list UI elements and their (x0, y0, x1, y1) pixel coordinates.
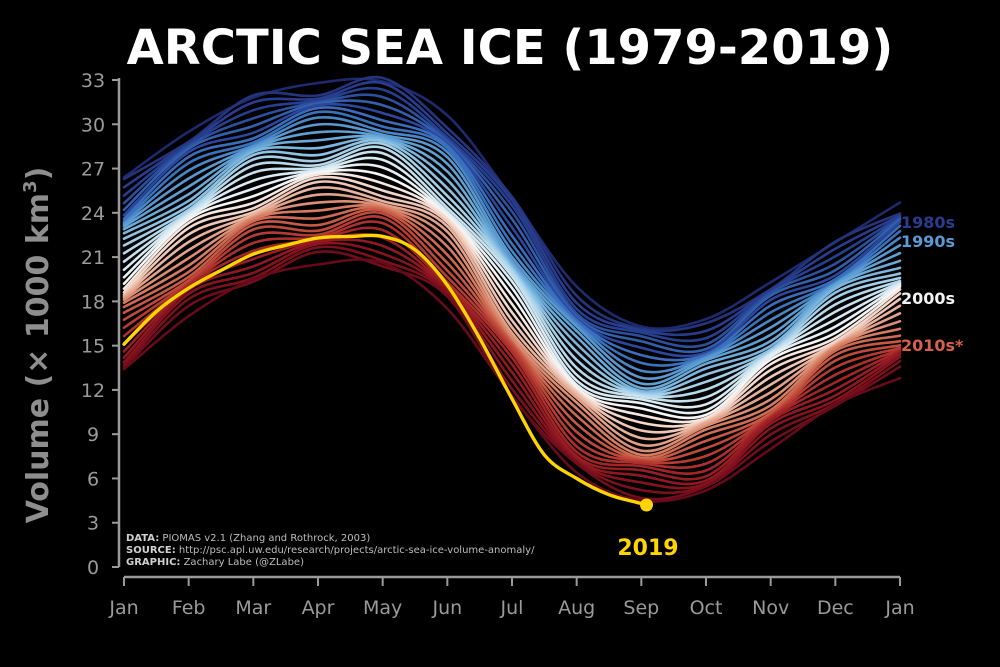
x-tick-label: May (363, 597, 402, 619)
series-line-2014 (122, 238, 902, 486)
legend-item: 2000s (901, 289, 955, 308)
legend-item: 1980s (901, 213, 955, 232)
credit-line: GRAPHIC: Zachary Labe (@ZLabe) (126, 557, 304, 568)
y-axis-label-suffix: ) (21, 167, 56, 181)
highlight-year-label: 2019 (617, 536, 678, 561)
credit-key: GRAPHIC: (126, 557, 180, 568)
credit-text: Zachary Labe (@ZLabe) (180, 557, 304, 568)
series-line-2012 (122, 226, 902, 475)
x-tick-label: Mar (235, 597, 271, 619)
y-tick-label: 6 (87, 468, 99, 490)
y-tick-label: 15 (81, 336, 105, 358)
x-tick-label: Sep (623, 597, 659, 619)
x-tick-label: Dec (817, 597, 854, 619)
credit-line: DATA: PIOMAS v2.1 (Zhang and Rothrock, 2… (126, 533, 370, 544)
y-axis-label: Volume (× 1000 km3) (20, 167, 56, 524)
y-tick-label: 30 (81, 114, 105, 136)
x-axis: Jan Feb Mar Apr May Jun Jul Aug Sep Oct Nov Dec Jan (108, 575, 915, 619)
y-tick-label: 27 (81, 159, 105, 181)
credit-text: PIOMAS v2.1 (Zhang and Rothrock, 2003) (159, 533, 370, 544)
y-tick-label: 9 (87, 424, 99, 446)
series-line-1984 (122, 99, 902, 354)
x-tick-label: Jan (884, 597, 914, 619)
x-tick-label: Feb (172, 597, 206, 619)
y-axis-label-sup: 3 (20, 180, 41, 193)
series-line-1985 (122, 102, 902, 358)
series-line-1987 (122, 110, 902, 367)
credit-text: http://psc.apl.uw.edu/research/projects/… (176, 545, 535, 556)
credit-key: DATA: (126, 533, 159, 544)
chart-title: ARCTIC SEA ICE (1979-2019) (127, 20, 894, 76)
x-tick-label: Jul (500, 597, 524, 619)
x-tick-label: Nov (752, 597, 789, 619)
series-line-2013 (122, 232, 902, 481)
y-tick-label: 0 (87, 557, 99, 579)
y-axis-label-number: 1000 km (21, 193, 56, 349)
series-line-1999 (122, 168, 902, 420)
y-axis: 0 3 6 9 12 15 18 21 24 27 30 33 (81, 70, 121, 579)
series-line-2019 (122, 233, 649, 507)
series-line-2001 (122, 175, 902, 428)
series-2019-endpoint (640, 498, 654, 512)
credit-key: SOURCE: (126, 545, 176, 556)
series-line-2000 (122, 172, 902, 424)
legend-item: 1990s (901, 232, 955, 251)
series-line-1988 (122, 115, 902, 374)
x-tick-label: Jan (108, 597, 138, 619)
x-tick-label: Apr (302, 597, 335, 619)
series-line-1983 (122, 93, 902, 349)
y-tick-label: 24 (81, 203, 105, 225)
series-line-1982 (122, 86, 902, 343)
y-tick-label: 21 (81, 247, 105, 269)
legend-item: 2010s* (901, 336, 964, 355)
series-group (122, 75, 902, 503)
y-axis-label-prefix: Volume ( (21, 374, 56, 524)
y-tick-label: 3 (87, 513, 99, 535)
y-tick-label: 18 (81, 291, 105, 313)
x-tick-label: Aug (558, 597, 595, 619)
y-axis-label-times: × (21, 349, 56, 374)
x-tick-label: Jun (431, 597, 462, 619)
y-tick-label: 12 (81, 380, 105, 402)
y-tick-label: 33 (81, 70, 105, 92)
series-line-1986 (122, 106, 902, 362)
series-line-2003 (122, 186, 902, 441)
highlight-series-group (122, 233, 654, 512)
series-line-1997 (122, 156, 902, 409)
credits: DATA: PIOMAS v2.1 (Zhang and Rothrock, 2… (126, 533, 535, 568)
series-line-1998 (122, 163, 902, 415)
credit-line: SOURCE: http://psc.apl.uw.edu/research/p… (126, 545, 535, 556)
x-tick-label: Oct (690, 597, 723, 619)
series-line-2015 (122, 241, 902, 490)
series-line-2002 (122, 180, 902, 434)
